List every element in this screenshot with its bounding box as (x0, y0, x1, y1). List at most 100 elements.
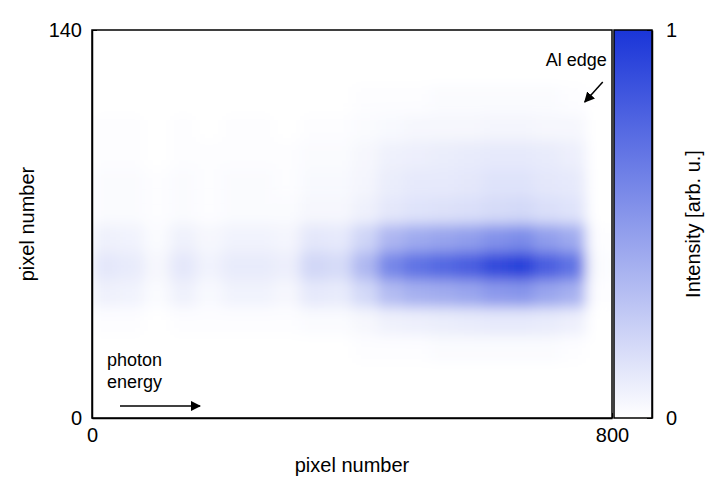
cell (92, 30, 119, 58)
cell (118, 58, 145, 86)
cell (560, 335, 587, 363)
cell (508, 390, 535, 418)
cell (560, 113, 587, 141)
cell (144, 113, 171, 141)
cell (352, 279, 379, 307)
cell (378, 279, 405, 307)
cell (508, 196, 535, 224)
cell (508, 224, 535, 252)
y-axis-title: pixel number (16, 166, 38, 281)
cell (534, 335, 561, 363)
cell (430, 113, 457, 141)
cell (430, 30, 457, 58)
cell (482, 279, 509, 307)
cell (378, 169, 405, 197)
cell (586, 196, 612, 224)
cell (482, 30, 509, 58)
cell (248, 390, 275, 418)
cell (482, 335, 509, 363)
cell (430, 169, 457, 197)
cell (170, 196, 197, 224)
cell (118, 390, 145, 418)
cell (430, 390, 457, 418)
annotation-arrow (585, 82, 603, 102)
cell (326, 141, 353, 169)
cell (352, 58, 379, 86)
cell (482, 307, 509, 335)
cell (560, 279, 587, 307)
cell (482, 113, 509, 141)
cell (196, 196, 223, 224)
cell (456, 169, 483, 197)
cell (144, 169, 171, 197)
cell (274, 141, 301, 169)
cell (404, 85, 431, 113)
cell (326, 169, 353, 197)
cell (274, 58, 301, 86)
cell (482, 252, 509, 280)
cell (534, 224, 561, 252)
cell (456, 307, 483, 335)
cell (222, 85, 249, 113)
cell (352, 30, 379, 58)
cell (534, 196, 561, 224)
cell (92, 113, 119, 141)
cells (92, 30, 612, 418)
cell (482, 390, 509, 418)
cell (170, 363, 197, 391)
cell (274, 335, 301, 363)
cell (508, 252, 535, 280)
cell (482, 58, 509, 86)
cell (326, 224, 353, 252)
cell (222, 113, 249, 141)
cell (92, 252, 119, 280)
cell (456, 252, 483, 280)
cell (586, 141, 612, 169)
cell (170, 113, 197, 141)
cell (196, 224, 223, 252)
cell (352, 335, 379, 363)
cell (534, 141, 561, 169)
colorbar-title: Intensity [arb. u.] (682, 150, 704, 298)
x-axis: 0800 (87, 413, 629, 446)
cell (508, 335, 535, 363)
cell (274, 363, 301, 391)
cell (248, 196, 275, 224)
cell (430, 196, 457, 224)
cell (456, 196, 483, 224)
cell (196, 335, 223, 363)
cell (274, 252, 301, 280)
cell (508, 30, 535, 58)
cell (300, 85, 327, 113)
cell (482, 141, 509, 169)
cell (326, 335, 353, 363)
cell (508, 279, 535, 307)
cell (274, 113, 301, 141)
cell (248, 30, 275, 58)
cell (196, 390, 223, 418)
cell (482, 169, 509, 197)
cell (248, 141, 275, 169)
tick-mark (612, 413, 613, 418)
cell (560, 141, 587, 169)
cell (300, 113, 327, 141)
cell (534, 85, 561, 113)
cell (248, 224, 275, 252)
cell (456, 279, 483, 307)
cell (404, 196, 431, 224)
cell (326, 363, 353, 391)
cell (352, 252, 379, 280)
cell (378, 335, 405, 363)
cell (222, 307, 249, 335)
cell (300, 335, 327, 363)
annotation: photonenergy (107, 350, 162, 392)
cell (378, 252, 405, 280)
cell (586, 279, 612, 307)
cell (92, 224, 119, 252)
cell (274, 30, 301, 58)
cell (508, 169, 535, 197)
cell (144, 390, 171, 418)
cell (144, 141, 171, 169)
cell (326, 85, 353, 113)
cell (560, 390, 587, 418)
